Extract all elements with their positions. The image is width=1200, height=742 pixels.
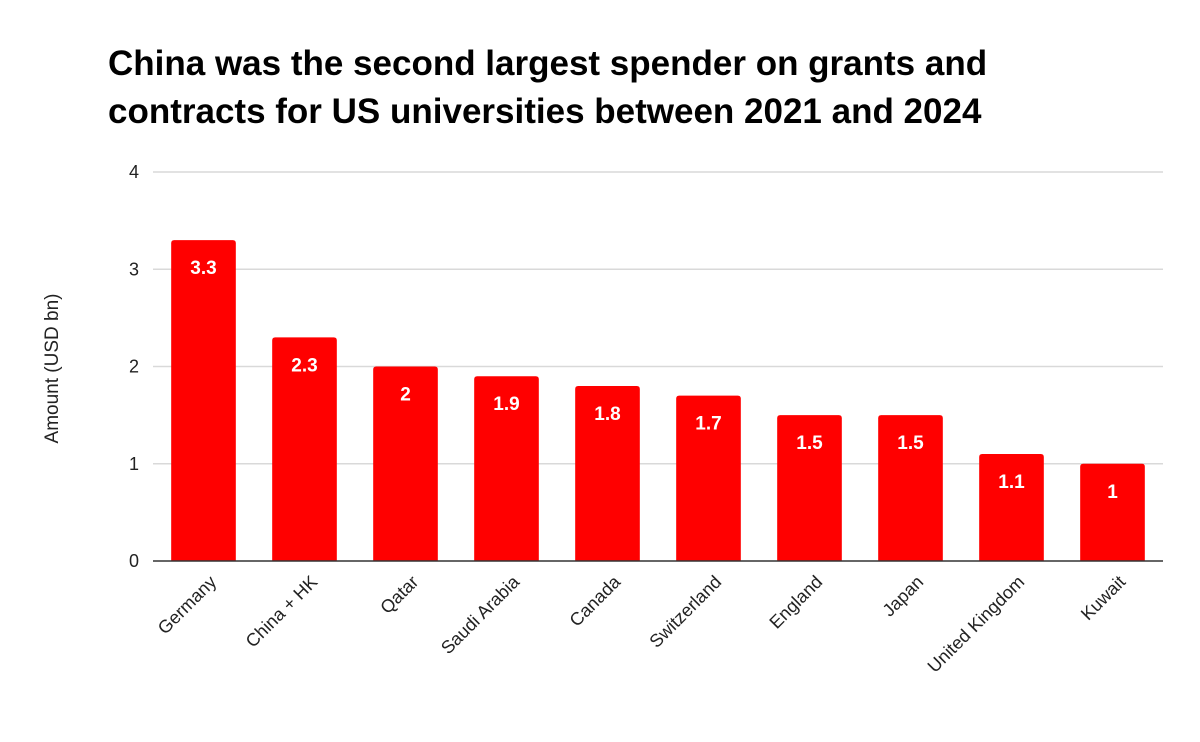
x-category-label: Canada [566, 571, 625, 630]
chart-title: China was the second largest spender on … [108, 40, 1168, 136]
y-axis-title: Amount (USD bn) [42, 294, 63, 444]
data-label: 1.9 [493, 394, 519, 415]
y-tick-label: 0 [129, 551, 139, 571]
chart-title-line-1: China was the second largest spender on … [108, 44, 988, 83]
bar [676, 395, 741, 561]
x-category-label: Qatar [376, 572, 422, 618]
bar [979, 454, 1044, 561]
y-axis-ticks: 0 1 2 3 4 [129, 162, 139, 571]
bar [373, 366, 438, 561]
bar [878, 415, 943, 561]
bar [474, 376, 539, 561]
bar [171, 240, 236, 561]
x-category-label: Japan [879, 572, 928, 621]
data-labels: 3.3 2.3 2 1.9 1.8 1.7 1.5 1.5 1.1 1 [190, 258, 1118, 503]
bar [1080, 463, 1145, 561]
x-category-label: Switzerland [645, 572, 725, 652]
bar [272, 337, 337, 561]
x-category-label: Germany [154, 572, 220, 638]
x-axis-categories: Germany China + HK Qatar Saudi Arabia Canada… [154, 571, 1129, 676]
data-label: 1.7 [695, 414, 721, 435]
data-label: 1.5 [796, 433, 823, 454]
data-label: 1.1 [998, 472, 1025, 493]
bars [171, 240, 1145, 561]
data-label: 2 [400, 385, 411, 406]
data-label: 1.5 [897, 433, 924, 454]
data-label: 2.3 [291, 355, 317, 376]
y-tick-label: 4 [129, 162, 139, 182]
y-tick-label: 3 [129, 259, 139, 279]
data-label: 3.3 [190, 258, 216, 279]
bar [777, 415, 842, 561]
y-tick-label: 2 [129, 357, 139, 377]
bar [575, 385, 640, 561]
chart-title-line-2: contracts for US universities between 20… [108, 92, 982, 131]
y-tick-label: 1 [129, 454, 139, 474]
x-category-label: Kuwait [1077, 572, 1129, 624]
x-category-label: United Kingdom [924, 572, 1029, 677]
data-label: 1 [1107, 482, 1118, 503]
data-label: 1.8 [594, 404, 620, 425]
x-category-label: China + HK [242, 572, 322, 652]
x-category-label: England [765, 572, 826, 633]
x-category-label: Saudi Arabia [437, 571, 524, 658]
